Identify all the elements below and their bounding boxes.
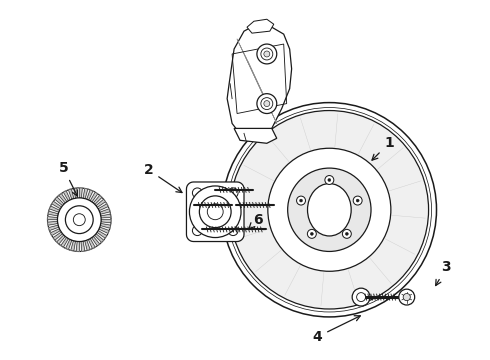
Circle shape <box>257 94 277 113</box>
Text: 6: 6 <box>248 213 263 229</box>
Circle shape <box>352 288 370 306</box>
Circle shape <box>57 198 101 242</box>
Polygon shape <box>71 241 75 251</box>
Polygon shape <box>101 220 111 223</box>
Circle shape <box>257 44 277 64</box>
Circle shape <box>264 100 270 107</box>
Circle shape <box>222 103 437 317</box>
Polygon shape <box>234 129 277 143</box>
Polygon shape <box>100 224 111 228</box>
Polygon shape <box>93 195 102 204</box>
Circle shape <box>403 293 410 301</box>
Polygon shape <box>96 199 105 207</box>
Circle shape <box>299 199 302 202</box>
Circle shape <box>228 188 238 198</box>
Circle shape <box>193 188 202 198</box>
Polygon shape <box>81 241 85 251</box>
Ellipse shape <box>308 184 351 236</box>
Polygon shape <box>49 206 60 212</box>
Polygon shape <box>98 204 108 211</box>
Circle shape <box>261 98 273 109</box>
Text: 4: 4 <box>313 316 360 344</box>
Polygon shape <box>59 194 67 203</box>
Circle shape <box>268 148 391 271</box>
Circle shape <box>230 111 429 309</box>
Circle shape <box>190 186 241 238</box>
Polygon shape <box>53 232 63 240</box>
Polygon shape <box>63 191 70 201</box>
Circle shape <box>264 51 270 57</box>
Circle shape <box>343 229 351 238</box>
Circle shape <box>228 226 238 235</box>
Circle shape <box>288 168 371 251</box>
Circle shape <box>261 48 273 60</box>
Polygon shape <box>57 235 65 244</box>
Polygon shape <box>69 189 74 199</box>
Circle shape <box>353 196 362 205</box>
Polygon shape <box>79 188 82 198</box>
Polygon shape <box>227 24 292 138</box>
Circle shape <box>199 196 231 228</box>
Polygon shape <box>99 227 109 233</box>
Circle shape <box>310 232 313 235</box>
Circle shape <box>193 226 202 235</box>
Text: 3: 3 <box>436 260 451 285</box>
Circle shape <box>65 206 93 234</box>
Circle shape <box>325 176 334 184</box>
Polygon shape <box>61 238 69 247</box>
Polygon shape <box>97 231 107 238</box>
Text: 1: 1 <box>372 136 394 160</box>
Polygon shape <box>101 214 111 218</box>
Polygon shape <box>49 225 59 230</box>
Circle shape <box>207 204 223 220</box>
Circle shape <box>356 199 359 202</box>
Polygon shape <box>48 211 58 216</box>
Polygon shape <box>83 188 88 199</box>
Polygon shape <box>52 201 62 209</box>
Polygon shape <box>100 209 110 214</box>
Polygon shape <box>66 239 72 249</box>
Text: 2: 2 <box>144 163 182 193</box>
Circle shape <box>307 229 317 238</box>
Polygon shape <box>95 234 103 242</box>
Circle shape <box>328 179 331 181</box>
Circle shape <box>357 293 366 302</box>
Polygon shape <box>48 221 58 225</box>
Polygon shape <box>87 190 93 200</box>
Polygon shape <box>187 182 244 242</box>
Polygon shape <box>88 239 95 249</box>
Polygon shape <box>50 229 60 235</box>
Polygon shape <box>55 197 64 206</box>
Text: 5: 5 <box>58 161 77 196</box>
Circle shape <box>74 214 85 226</box>
Circle shape <box>296 196 305 205</box>
Polygon shape <box>247 19 274 33</box>
Polygon shape <box>90 192 98 202</box>
Circle shape <box>345 232 348 235</box>
Circle shape <box>48 188 111 251</box>
Polygon shape <box>85 240 90 251</box>
Polygon shape <box>92 237 99 246</box>
Circle shape <box>399 289 415 305</box>
Polygon shape <box>74 188 77 198</box>
Polygon shape <box>76 242 79 251</box>
Polygon shape <box>48 217 57 220</box>
